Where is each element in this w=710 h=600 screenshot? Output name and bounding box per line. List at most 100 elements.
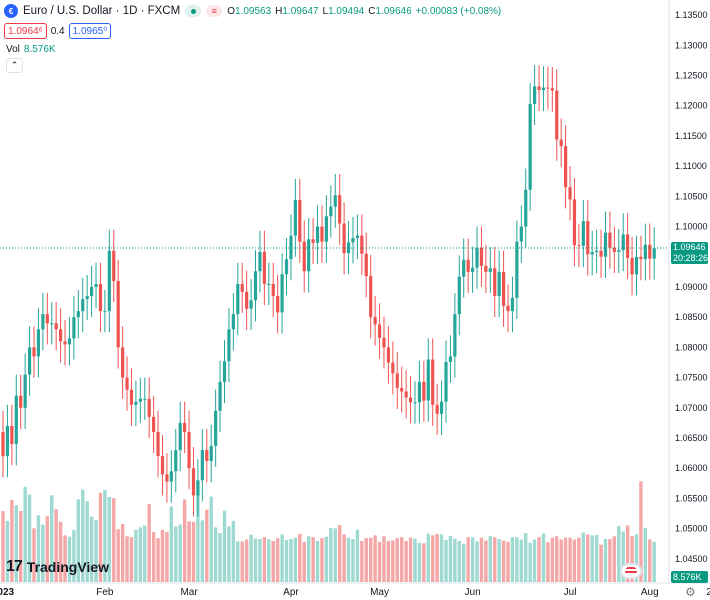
candle-body[interactable] — [156, 431, 160, 457]
candle-body[interactable] — [307, 239, 311, 272]
candle-body[interactable] — [200, 450, 204, 481]
candle-body[interactable] — [107, 250, 111, 312]
candle-body[interactable] — [187, 431, 191, 469]
candle-body[interactable] — [222, 361, 227, 382]
candle-body[interactable] — [612, 247, 616, 252]
candle-body[interactable] — [10, 425, 14, 445]
candle-body[interactable] — [134, 401, 138, 405]
candle-body[interactable] — [63, 341, 67, 345]
gear-icon[interactable]: ⚙ — [685, 585, 696, 599]
candle-body[interactable] — [103, 311, 107, 313]
candle-body[interactable] — [54, 323, 58, 330]
candle-body[interactable] — [391, 362, 395, 374]
candle-body[interactable] — [214, 410, 218, 446]
candle-body[interactable] — [245, 291, 249, 309]
candle-body[interactable] — [448, 356, 453, 362]
candle-body[interactable] — [236, 283, 240, 315]
candle-body[interactable] — [152, 416, 156, 432]
candle-body[interactable] — [231, 314, 235, 330]
candle-body[interactable] — [298, 199, 302, 242]
candle-body[interactable] — [98, 283, 103, 312]
candle-body[interactable] — [227, 329, 231, 362]
candle-body[interactable] — [23, 374, 27, 408]
candle-body[interactable] — [639, 256, 643, 260]
candle-body[interactable] — [413, 402, 417, 404]
volume-label[interactable]: Vol — [6, 44, 20, 55]
candle-body[interactable] — [400, 387, 404, 392]
candle-body[interactable] — [129, 389, 134, 405]
candle-body[interactable] — [408, 397, 413, 403]
candle-body[interactable] — [1, 431, 5, 457]
candle-body[interactable] — [369, 276, 373, 318]
candle-body[interactable] — [262, 251, 266, 284]
candle-body[interactable] — [85, 296, 89, 300]
candle-body[interactable] — [617, 250, 621, 252]
candle-body[interactable] — [355, 235, 359, 239]
candle-body[interactable] — [338, 195, 342, 224]
candle-body[interactable] — [276, 296, 280, 313]
candle-body[interactable] — [284, 259, 289, 275]
candle-body[interactable] — [311, 239, 315, 243]
candle-body[interactable] — [386, 347, 391, 363]
candle-body[interactable] — [621, 234, 625, 251]
candle-body[interactable] — [125, 377, 129, 390]
candle-body[interactable] — [550, 88, 554, 91]
candle-body[interactable] — [209, 445, 213, 461]
candle-body[interactable] — [333, 195, 337, 207]
candle-body[interactable] — [537, 86, 541, 91]
candle-body[interactable] — [470, 267, 475, 272]
candle-body[interactable] — [342, 223, 346, 254]
candle-body[interactable] — [501, 271, 506, 306]
candle-body[interactable] — [590, 251, 594, 255]
candle-body[interactable] — [32, 347, 36, 357]
sell-button[interactable]: 1.0964⁶ — [4, 23, 47, 39]
candle-body[interactable] — [258, 251, 262, 272]
candle-body[interactable] — [652, 248, 656, 259]
candle-body[interactable] — [364, 253, 368, 277]
symbol-title[interactable]: Euro / U.S. Dollar · 1D · FXCM — [23, 5, 181, 17]
tradingview-logo[interactable]: 17 TradingView — [6, 558, 109, 576]
candle-body[interactable] — [533, 86, 537, 104]
candle-body[interactable] — [528, 103, 532, 190]
candle-body[interactable] — [581, 221, 585, 246]
candle-body[interactable] — [506, 305, 510, 312]
split-icon[interactable]: ≡ — [206, 5, 223, 17]
candle-body[interactable] — [395, 373, 399, 388]
candle-body[interactable] — [165, 474, 169, 482]
candle-body[interactable] — [27, 347, 32, 375]
candle-body[interactable] — [510, 297, 515, 312]
candle-body[interactable] — [41, 314, 45, 330]
candle-body[interactable] — [147, 398, 151, 417]
candle-body[interactable] — [488, 268, 492, 272]
candle-body[interactable] — [289, 235, 293, 260]
candle-body[interactable] — [329, 206, 333, 217]
candle-body[interactable] — [497, 271, 501, 297]
candle-body[interactable] — [541, 87, 546, 91]
candle-body[interactable] — [572, 199, 577, 246]
candle-body[interactable] — [643, 244, 647, 260]
candle-body[interactable] — [191, 468, 196, 496]
candle-body[interactable] — [280, 274, 284, 313]
candle-body[interactable] — [138, 398, 142, 402]
candle-body[interactable] — [19, 395, 23, 408]
candle-body[interactable] — [160, 456, 165, 475]
candle-body[interactable] — [479, 247, 484, 266]
candle-body[interactable] — [466, 259, 470, 272]
candle-body[interactable] — [586, 221, 590, 255]
candle-body[interactable] — [417, 381, 422, 403]
candle-body[interactable] — [360, 235, 364, 254]
candle-body[interactable] — [205, 450, 209, 461]
candle-body[interactable] — [515, 241, 519, 298]
candle-body[interactable] — [373, 317, 377, 325]
candle-body[interactable] — [564, 146, 568, 188]
candle-body[interactable] — [90, 286, 94, 297]
candle-body[interactable] — [404, 391, 408, 398]
candle-body[interactable] — [462, 259, 466, 277]
candle-body[interactable] — [422, 381, 426, 401]
candle-body[interactable] — [524, 189, 528, 227]
candle-body[interactable] — [253, 271, 258, 301]
candle-body[interactable] — [568, 187, 572, 200]
collapse-legend-button[interactable]: ⌃ — [6, 58, 23, 73]
candle-body[interactable] — [302, 241, 306, 272]
